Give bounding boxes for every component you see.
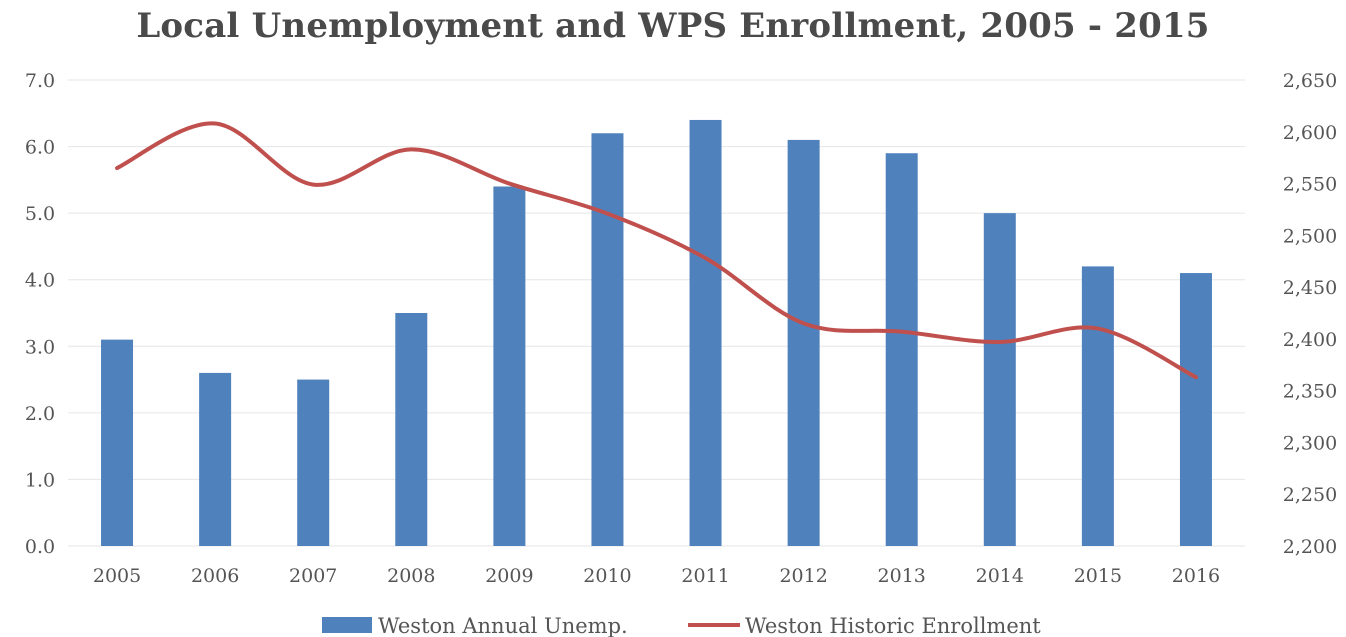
y-left-tick-label: 7.0 <box>25 70 55 92</box>
legend-label: Weston Historic Enrollment <box>745 614 1041 637</box>
bar <box>101 339 134 546</box>
y-left-tick-label: 0.0 <box>25 536 55 558</box>
series-line <box>115 121 1198 380</box>
y-right-tick-label: 2,600 <box>1283 122 1337 144</box>
bar <box>1179 273 1212 546</box>
y-left-tick-label: 5.0 <box>25 203 55 225</box>
x-tick-label: 2016 <box>1172 565 1220 587</box>
y-right-tick-label: 2,350 <box>1283 381 1337 403</box>
y-left-tick-label: 1.0 <box>25 469 55 491</box>
chart-title: Local Unemployment and WPS Enrollment, 2… <box>136 6 1210 46</box>
y-right-tick-label: 2,400 <box>1283 329 1337 351</box>
x-tick-label: 2013 <box>878 565 926 587</box>
x-tick-label: 2006 <box>191 565 239 587</box>
x-tick-label: 2012 <box>779 565 827 587</box>
y-right-tick-label: 2,550 <box>1283 174 1337 196</box>
bar <box>689 119 722 546</box>
x-tick-label: 2014 <box>976 565 1024 587</box>
bar <box>1081 266 1114 546</box>
x-tick-label: 2015 <box>1074 565 1122 587</box>
y-right-tick-label: 2,500 <box>1283 225 1337 247</box>
y-left-tick-label: 6.0 <box>25 137 55 159</box>
bar <box>297 379 330 546</box>
y-right-tick-label: 2,450 <box>1283 277 1337 299</box>
x-tick-label: 2010 <box>583 565 631 587</box>
x-tick-label: 2005 <box>93 565 141 587</box>
legend-swatch-bar <box>322 617 372 633</box>
bar <box>983 213 1016 546</box>
bar <box>199 372 232 546</box>
y-right-tick-label: 2,650 <box>1283 70 1337 92</box>
x-tick-label: 2009 <box>485 565 533 587</box>
x-tick-label: 2007 <box>289 565 337 587</box>
bar <box>885 153 918 546</box>
y-right-tick-label: 2,200 <box>1283 536 1337 558</box>
x-tick-label: 2008 <box>387 565 435 587</box>
bar <box>493 186 526 546</box>
bar <box>591 133 624 546</box>
bar <box>395 313 428 546</box>
x-tick-label: 2011 <box>681 565 729 587</box>
y-left-tick-label: 3.0 <box>25 336 55 358</box>
y-right-tick-label: 2,250 <box>1283 484 1337 506</box>
y-left-tick-label: 2.0 <box>25 403 55 425</box>
y-right-tick-label: 2,300 <box>1283 432 1337 454</box>
y-left-tick-label: 4.0 <box>25 270 55 292</box>
legend-label: Weston Annual Unemp. <box>378 614 628 637</box>
bar <box>787 139 820 546</box>
